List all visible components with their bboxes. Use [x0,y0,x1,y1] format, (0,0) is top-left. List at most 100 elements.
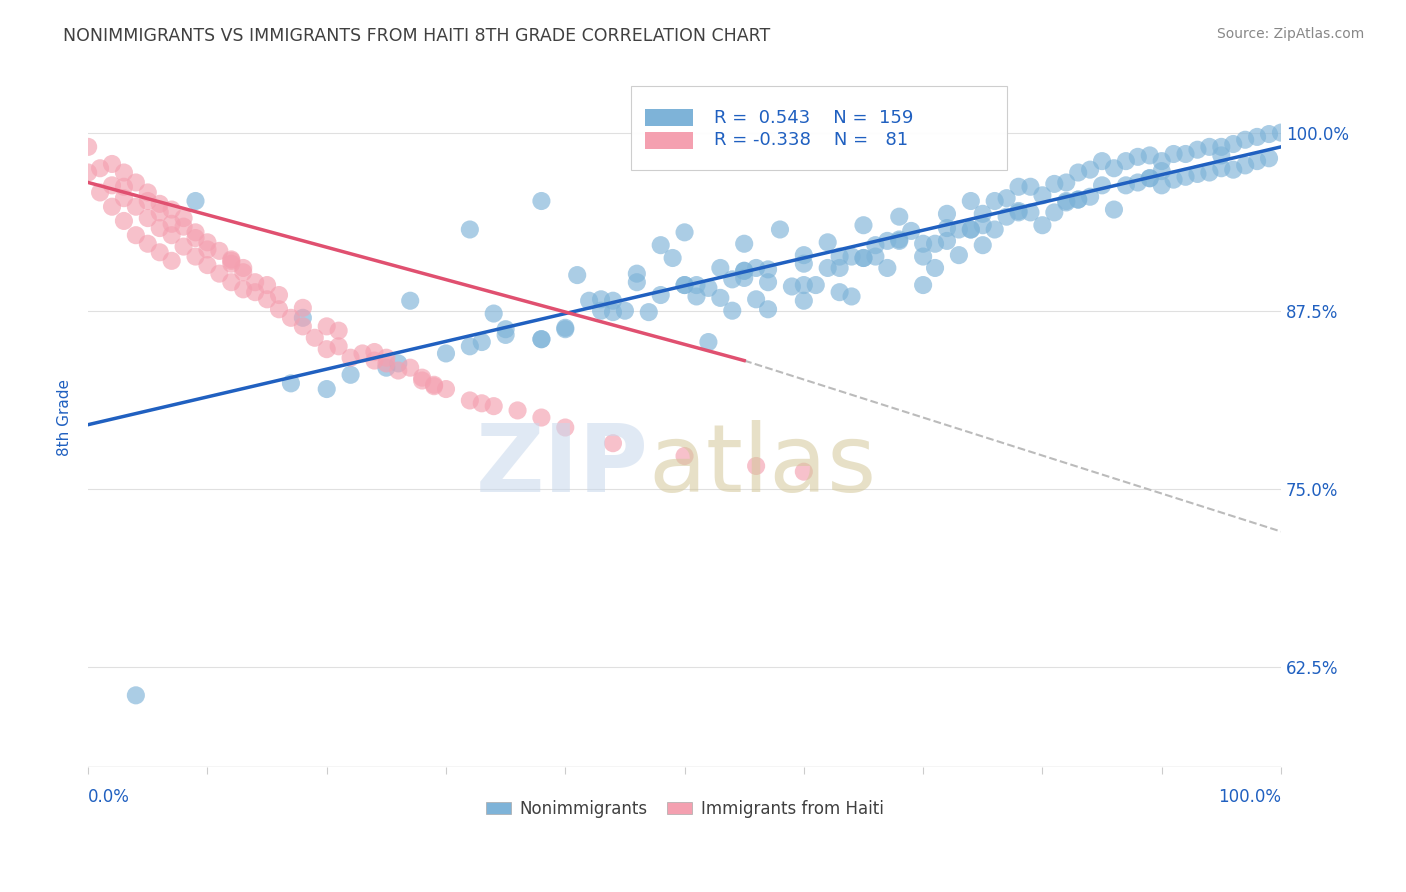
Point [423,379,446,393]
Point [506,403,529,417]
Point [256,278,278,293]
Point [375,356,398,370]
Point [458,339,481,353]
Point [756,262,779,277]
Point [184,231,207,245]
Point [184,250,207,264]
Point [434,346,457,360]
Point [1211,148,1233,162]
Legend: Nonimmigrants, Immigrants from Haiti: Nonimmigrants, Immigrants from Haiti [479,793,890,824]
Y-axis label: 8th Grade: 8th Grade [58,379,72,456]
Point [256,293,278,307]
Point [1198,140,1220,154]
Point [160,202,183,217]
Point [184,194,207,208]
Text: R = -0.338    N =   81: R = -0.338 N = 81 [714,131,908,150]
Point [1031,218,1053,232]
Point [1126,176,1149,190]
Point [865,250,887,264]
Point [232,260,254,275]
Point [112,214,135,228]
Point [865,238,887,252]
Point [387,363,409,377]
Point [1198,165,1220,179]
Point [554,322,576,336]
Point [637,305,659,319]
Point [661,251,683,265]
FancyBboxPatch shape [631,86,1007,169]
Point [363,353,385,368]
Point [471,396,494,410]
Point [89,161,111,176]
Point [1007,179,1029,194]
Point [136,236,159,251]
Point [1211,140,1233,154]
Point [889,234,911,248]
Point [1222,136,1244,151]
Point [709,260,731,275]
Point [721,272,744,286]
Point [1054,194,1077,208]
Point [125,689,148,703]
Point [125,200,148,214]
Point [912,250,935,264]
Point [149,197,172,211]
Point [841,289,863,303]
Point [554,420,576,434]
Text: 100.0%: 100.0% [1218,788,1281,806]
Point [375,360,398,375]
Point [852,218,875,232]
Point [1234,133,1257,147]
Point [912,236,935,251]
Point [471,334,494,349]
Text: atlas: atlas [648,420,877,512]
Point [232,265,254,279]
Point [1246,129,1268,144]
Point [721,303,744,318]
Point [578,293,600,308]
Point [328,339,350,353]
Point [709,291,731,305]
Point [650,238,672,252]
Point [1031,188,1053,202]
Point [173,239,195,253]
Point [112,179,135,194]
Point [221,252,243,267]
Point [673,449,696,463]
Point [876,234,898,248]
Point [828,250,851,264]
Point [1126,150,1149,164]
Point [793,257,815,271]
Point [112,165,135,179]
Point [733,264,755,278]
Point [567,268,589,282]
Point [733,271,755,285]
Point [959,222,981,236]
Point [149,205,172,219]
Point [602,436,624,450]
Point [197,258,219,272]
Point [613,303,636,318]
Point [1007,204,1029,219]
Bar [645,132,693,149]
Point [315,319,337,334]
Point [315,382,337,396]
Point [554,320,576,334]
Point [626,267,648,281]
Point [267,302,290,317]
Point [291,301,314,315]
Point [1187,143,1209,157]
Point [972,218,994,232]
Point [1007,205,1029,219]
Point [793,278,815,293]
Point [232,282,254,296]
Point [972,238,994,252]
Point [280,376,302,391]
Point [841,250,863,264]
Point [387,356,409,370]
Point [602,293,624,308]
Point [136,186,159,200]
Point [1258,151,1281,165]
Point [149,245,172,260]
Point [530,332,553,346]
